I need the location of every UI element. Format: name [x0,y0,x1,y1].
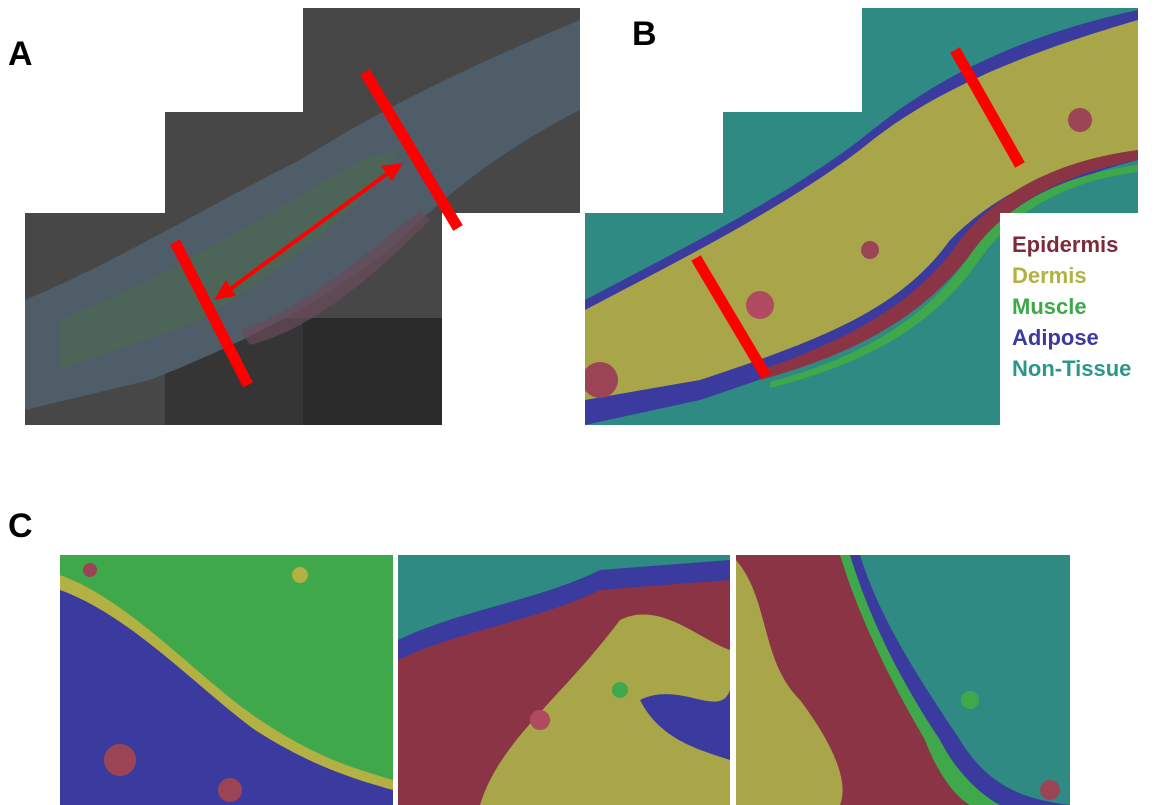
legend-entry: Muscle [1012,294,1087,319]
panel-a-image [25,8,580,425]
panel-label: B [632,15,657,53]
panel-label: A [8,35,33,73]
legend-entry: Dermis [1012,263,1087,288]
legend-entry: Epidermis [1012,232,1118,257]
panel-label: C [8,507,33,545]
panel-c-image-1 [60,555,393,805]
panel-c-image-2 [398,555,730,805]
legend-entry: Non-Tissue [1012,356,1131,381]
panel-c-image-3 [736,555,1070,805]
figure: A B Epidermis Dermis Muscle Adipose Non-… [0,0,1175,805]
legend-entry: Adipose [1012,325,1099,350]
legend: Epidermis Dermis Muscle Adipose Non-Tiss… [1012,232,1131,381]
